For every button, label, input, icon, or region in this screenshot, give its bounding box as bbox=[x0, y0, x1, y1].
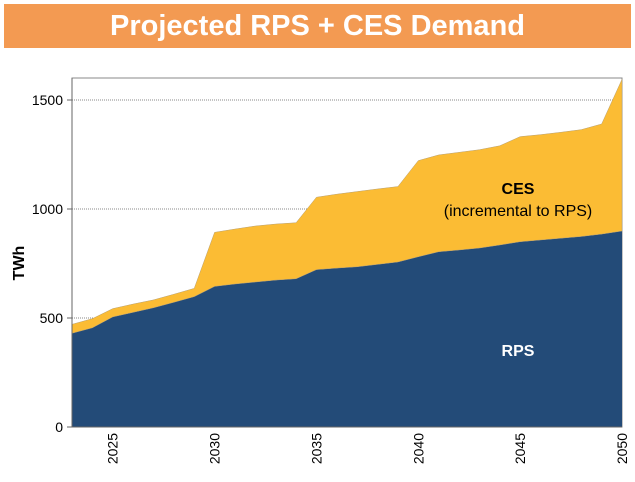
series-label-ces: CES bbox=[502, 181, 535, 198]
area-ces bbox=[71, 79, 623, 334]
x-tick-label: 2025 bbox=[105, 433, 121, 464]
axes: 0 500 1000 1500 2025 2030 2035 2040 2045 2050 bbox=[32, 78, 630, 464]
areas bbox=[71, 79, 623, 427]
x-tick-label: 2035 bbox=[308, 433, 324, 464]
y-axis-label: TWh bbox=[11, 246, 28, 281]
y-tick-label: 1000 bbox=[32, 201, 63, 217]
y-tick-label: 0 bbox=[55, 419, 63, 435]
y-tick-label: 500 bbox=[40, 310, 64, 326]
y-tick-label: 1500 bbox=[32, 92, 63, 108]
x-tick-label: 2050 bbox=[614, 433, 630, 464]
x-tick-label: 2045 bbox=[512, 433, 528, 464]
x-tick-label: 2030 bbox=[207, 433, 223, 464]
area-rps bbox=[72, 231, 622, 427]
x-tick-label: 2040 bbox=[410, 433, 426, 464]
chart-title: Projected RPS + CES Demand bbox=[110, 9, 525, 42]
title-bar: Projected RPS + CES Demand bbox=[4, 4, 631, 48]
series-label-rps: RPS bbox=[502, 343, 535, 360]
series-sublabel-ces: (incremental to RPS) bbox=[444, 203, 593, 220]
